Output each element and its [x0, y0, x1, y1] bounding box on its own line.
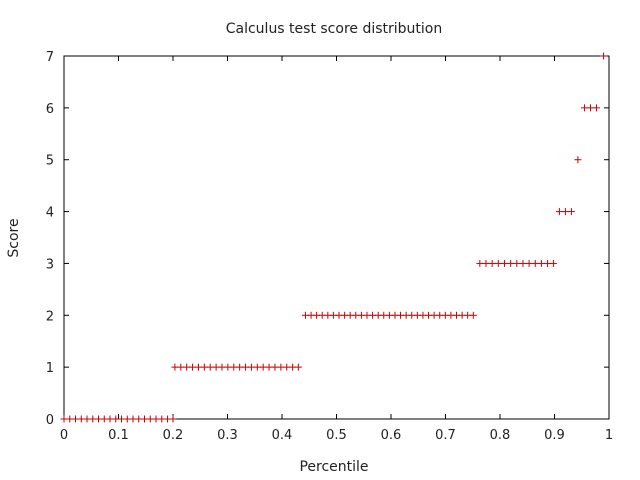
data-point	[247, 363, 255, 371]
data-point	[574, 156, 582, 164]
x-axis-label: Percentile	[299, 459, 368, 475]
data-point	[177, 363, 185, 371]
data-point	[236, 363, 244, 371]
data-point	[194, 363, 202, 371]
y-tick-label: 1	[46, 361, 54, 376]
y-tick-label: 4	[46, 206, 54, 221]
data-point	[200, 363, 208, 371]
x-tick-label: 0.3	[217, 428, 238, 443]
x-tick-label: 0.6	[381, 428, 402, 443]
data-point	[488, 259, 496, 267]
data-point	[555, 208, 563, 216]
data-point	[592, 104, 600, 112]
x-tick-label: 1	[605, 428, 613, 443]
data-point	[561, 208, 569, 216]
y-axis-label: Score	[6, 218, 22, 257]
data-point	[206, 363, 214, 371]
data-point	[283, 363, 291, 371]
x-tick-label: 0.5	[326, 428, 347, 443]
y-tick-label: 5	[46, 154, 54, 169]
data-point	[469, 311, 477, 319]
data-point	[224, 363, 232, 371]
data-point	[567, 208, 575, 216]
x-tick-label: 0.9	[544, 428, 565, 443]
y-tick-label: 2	[46, 309, 54, 324]
x-tick-label: 0	[60, 428, 68, 443]
x-tick-label: 0.8	[490, 428, 511, 443]
data-point	[500, 259, 508, 267]
y-tick-label: 0	[46, 413, 54, 428]
data-point	[482, 259, 490, 267]
data-point	[259, 363, 267, 371]
data-points	[60, 52, 608, 423]
x-tick-label: 0.4	[272, 428, 293, 443]
chart-title: Calculus test score distribution	[226, 21, 443, 37]
x-tick-label: 0.2	[163, 428, 184, 443]
data-point	[277, 363, 285, 371]
data-point	[476, 259, 484, 267]
data-point	[531, 259, 539, 267]
x-tick-label: 0.1	[108, 428, 129, 443]
data-point	[580, 104, 588, 112]
data-point	[242, 363, 250, 371]
data-point	[586, 104, 594, 112]
data-point	[230, 363, 238, 371]
data-point	[265, 363, 273, 371]
data-point	[189, 363, 197, 371]
data-point	[494, 259, 502, 267]
axis-ticks: 0 0.1 0.2 0.3 0.4 0.5 0.6 0.7 0.8 0.9 1 0 1 2 3 4 5 6 7	[46, 50, 613, 443]
data-point	[271, 363, 279, 371]
data-point	[212, 363, 220, 371]
data-point	[507, 259, 515, 267]
data-point	[525, 259, 533, 267]
data-point	[549, 259, 557, 267]
x-tick-label: 0.7	[435, 428, 456, 443]
data-point	[183, 363, 191, 371]
data-point	[519, 259, 527, 267]
y-tick-label: 3	[46, 257, 54, 272]
data-point	[169, 415, 177, 423]
y-tick-label: 6	[46, 102, 54, 117]
data-point	[253, 363, 261, 371]
data-point	[171, 363, 179, 371]
y-tick-label: 7	[46, 50, 54, 65]
data-point	[600, 52, 608, 60]
data-point	[294, 363, 302, 371]
data-point	[218, 363, 226, 371]
data-point	[537, 259, 545, 267]
data-point	[513, 259, 521, 267]
